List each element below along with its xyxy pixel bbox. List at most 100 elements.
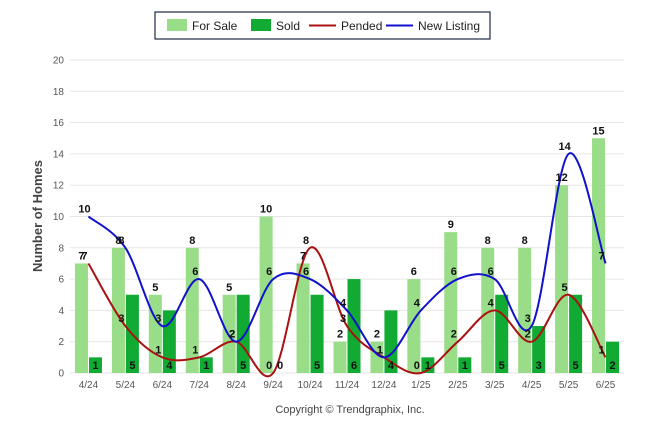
data-label-for-sale: 12	[555, 172, 567, 184]
bar-sold	[236, 294, 250, 373]
data-label-new-listing: 10	[78, 204, 90, 216]
data-label-new-listing: 4	[340, 297, 347, 309]
data-label-new-listing: 6	[488, 266, 494, 278]
legend-swatch-sold	[251, 19, 271, 31]
data-label-new-listing: 3	[155, 313, 161, 325]
data-label-pended: 1	[155, 344, 161, 356]
y-tick-label: 6	[58, 275, 64, 286]
y-tick-label: 2	[58, 337, 64, 348]
data-label-sold: 6	[351, 360, 357, 372]
data-label-new-listing: 2	[229, 329, 235, 341]
data-label-for-sale: 5	[226, 282, 232, 294]
bar-sold	[458, 357, 472, 373]
bar-sold	[421, 357, 435, 373]
data-label-pended: 0	[266, 360, 272, 372]
bar-for-sale	[74, 263, 88, 373]
bar-for-sale	[592, 138, 606, 373]
y-tick-label: 4	[58, 306, 64, 317]
data-label-for-sale: 6	[411, 266, 417, 278]
data-label-sold: 5	[240, 360, 246, 372]
data-label-for-sale: 8	[522, 235, 528, 247]
bar-for-sale	[333, 341, 347, 373]
y-tick-label: 14	[53, 149, 65, 160]
data-label-pended: 0	[414, 360, 420, 372]
data-label-for-sale: 2	[374, 329, 380, 341]
data-label-sold: 1	[425, 360, 431, 372]
y-tick-label: 12	[53, 181, 65, 192]
data-label-pended: 7	[81, 250, 87, 262]
data-label-sold: 0	[277, 360, 283, 372]
bar-sold	[199, 357, 213, 373]
data-label-pended: 2	[451, 329, 457, 341]
legend: For Sale Sold Pended New Listing	[154, 11, 491, 40]
line-pended	[87, 246, 607, 378]
bar-for-sale	[444, 232, 458, 373]
data-label-new-listing: 8	[118, 235, 124, 247]
bar-sold	[532, 326, 546, 373]
y-tick-label: 16	[53, 118, 65, 129]
data-label-for-sale: 8	[115, 235, 121, 247]
x-tick-label: 3/25	[485, 380, 505, 391]
data-label-sold: 4	[388, 360, 395, 372]
y-tick-label: 0	[58, 369, 64, 380]
x-axis-ticks: 4/24 5/24 6/24 7/24 8/24 9/24 10/24 11/24 12/24 1…	[79, 380, 616, 391]
legend-label-for-sale: For Sale	[192, 19, 238, 33]
x-tick-label: 8/24	[226, 380, 246, 391]
data-label-pended: 8	[303, 235, 309, 247]
data-label-pended: 3	[118, 313, 124, 325]
x-tick-label: 9/24	[263, 380, 283, 391]
bar-sold	[88, 357, 102, 373]
data-label-pended: 2	[525, 329, 531, 341]
x-tick-label: 6/25	[596, 380, 616, 391]
copyright-text: Copyright © Trendgraphix, Inc.	[275, 404, 424, 416]
bar-for-sale	[222, 294, 236, 373]
line-new-listing	[87, 152, 607, 359]
gridlines	[70, 59, 624, 374]
bar-sold	[310, 294, 324, 373]
y-tick-label: 20	[53, 56, 65, 67]
data-label-for-sale: 5	[152, 282, 158, 294]
y-axis-ticks: 0 2 4 6 8 10 12 14 16 18 20	[53, 56, 65, 380]
data-label-for-sale: 8	[189, 235, 195, 247]
bar-for-sale	[259, 216, 273, 373]
data-label-sold: 3	[536, 360, 542, 372]
x-tick-label: 4/24	[79, 380, 99, 391]
data-label-for-sale: 7	[78, 250, 84, 262]
data-label-pended: 2	[229, 329, 235, 341]
x-tick-label: 5/24	[116, 380, 136, 391]
data-label-for-sale: 7	[300, 250, 306, 262]
data-label-new-listing: 6	[303, 266, 309, 278]
bar-for-sale	[296, 263, 310, 373]
x-tick-label: 1/25	[411, 380, 431, 391]
bar-for-sale	[148, 294, 162, 373]
data-label-new-listing: 3	[525, 313, 531, 325]
x-tick-label: 12/24	[371, 380, 396, 391]
bar-for-sale	[555, 185, 569, 373]
data-label-new-listing: 6	[451, 266, 457, 278]
y-axis-label: Number of Homes	[30, 160, 45, 272]
x-tick-label: 11/24	[335, 380, 360, 391]
x-tick-label: 10/24	[298, 380, 323, 391]
bar-sold	[569, 294, 583, 373]
legend-label-sold: Sold	[276, 19, 300, 33]
bar-sold	[347, 279, 361, 373]
data-label-sold: 4	[166, 360, 173, 372]
data-label-sold: 2	[609, 360, 615, 372]
data-label-for-sale: 15	[592, 125, 604, 137]
x-tick-label: 5/25	[559, 380, 579, 391]
data-label-sold: 1	[203, 360, 209, 372]
data-label-new-listing: 4	[414, 297, 421, 309]
data-label-new-listing: 6	[266, 266, 272, 278]
bar-for-sale	[518, 247, 532, 373]
x-tick-label: 6/24	[153, 380, 173, 391]
y-tick-label: 10	[53, 212, 65, 223]
x-tick-label: 4/25	[522, 380, 542, 391]
lines	[87, 152, 607, 378]
data-label-pended: 5	[562, 282, 568, 294]
data-label-sold: 5	[573, 360, 579, 372]
bar-sold	[495, 294, 509, 373]
data-label-sold: 1	[92, 360, 98, 372]
y-tick-label: 18	[53, 87, 65, 98]
bar-sold	[606, 341, 620, 373]
